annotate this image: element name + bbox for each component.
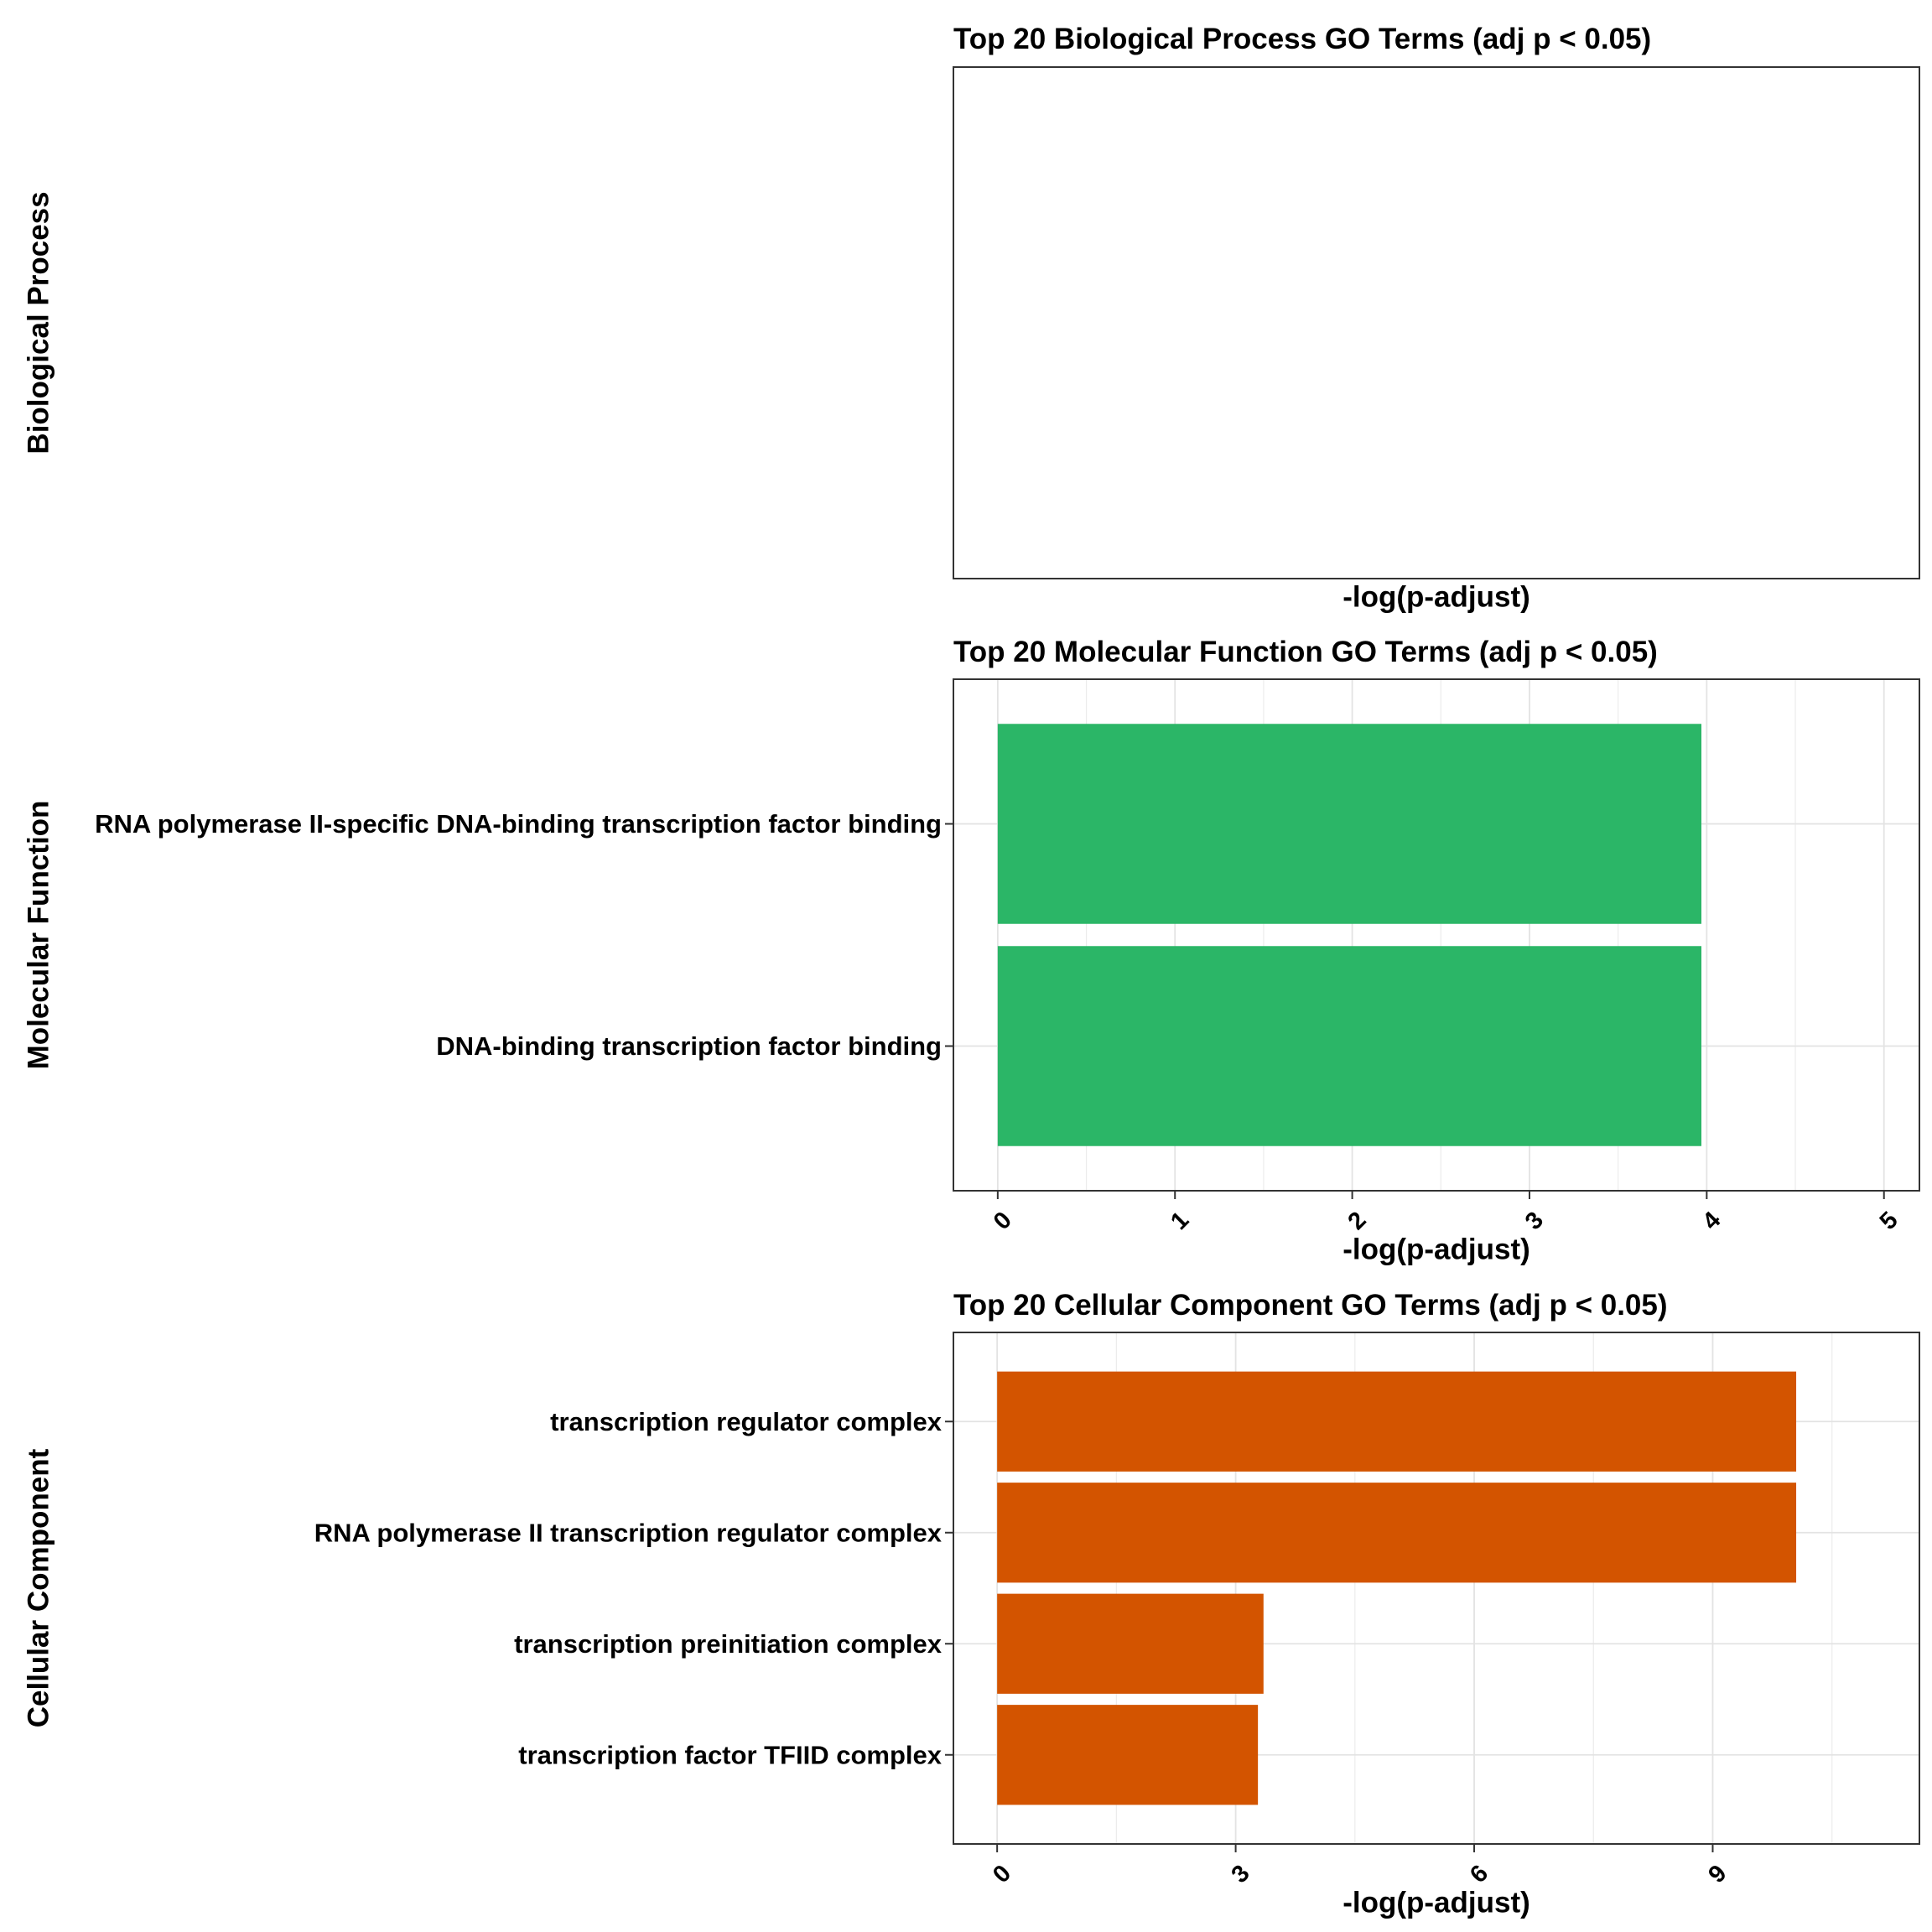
chart-panel-3: Cellular Component Top 20 Cellular Compon… [23, 1289, 1920, 1919]
bar [997, 1483, 1797, 1583]
row-label: Biological Process [23, 191, 55, 454]
bar [997, 946, 1702, 1146]
panel-border [953, 678, 1920, 1192]
x-axis-label: -log(p-adjust) [1343, 1887, 1530, 1919]
row-label: Cellular Component [23, 1448, 55, 1727]
category-label: DNA-binding transcription factor binding [436, 1031, 942, 1061]
panel-title: Top 20 Cellular Component GO Terms (adj … [953, 1289, 1668, 1322]
panel-border [953, 66, 1920, 579]
x-axis-label: -log(p-adjust) [1343, 581, 1530, 614]
category-label: RNA polymerase II transcription regulato… [314, 1518, 943, 1547]
category-label: transcription factor TFIID complex [518, 1740, 942, 1769]
category-label: transcription regulator complex [550, 1407, 943, 1436]
panel-title: Top 20 Molecular Function GO Terms (adj … [953, 636, 1658, 668]
x-axis-label: -log(p-adjust) [1343, 1233, 1530, 1266]
panel-title: Top 20 Biological Process GO Terms (adj … [953, 23, 1651, 55]
row-label: Molecular Function [23, 801, 55, 1070]
chart-panel-2: Molecular Function Top 20 Molecular Funct… [23, 636, 1920, 1266]
category-label: RNA polymerase II-specific DNA-binding t… [95, 809, 942, 839]
bar [997, 1705, 1259, 1805]
bar [997, 1593, 1264, 1694]
category-label: transcription preinitiation complex [514, 1629, 943, 1659]
chart-panel-1: Biological Process Top 20 Biological Proc… [23, 23, 1920, 614]
bar [997, 1371, 1797, 1472]
panel-border [953, 1332, 1920, 1845]
bar [997, 724, 1702, 924]
